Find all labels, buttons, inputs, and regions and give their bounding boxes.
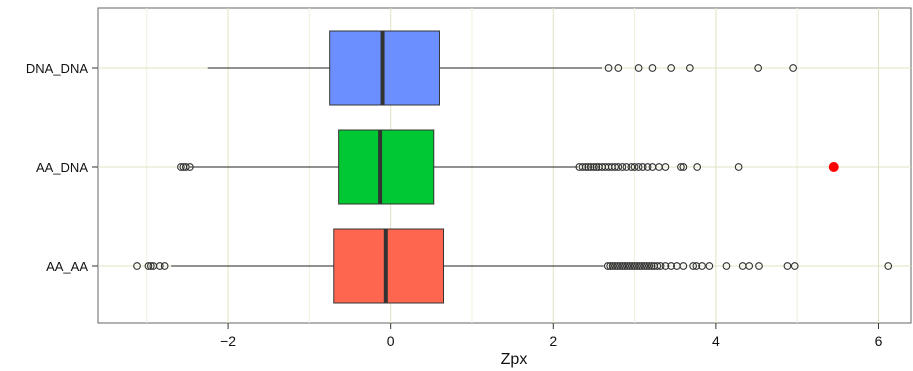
x-axis-title: Zpx: [501, 351, 528, 368]
interquartile-box: [339, 130, 434, 204]
x-tick-label: 6: [875, 333, 883, 349]
interquartile-box: [334, 229, 444, 303]
y-axis: DNA_DNA AA_DNA AA_AA: [26, 61, 98, 274]
category-label: AA_DNA: [36, 160, 88, 175]
highlight-point: [829, 162, 839, 172]
x-tick-label: 4: [712, 333, 720, 349]
category-label: AA_AA: [46, 259, 88, 274]
plot-panel: [98, 8, 911, 323]
x-tick-label: 2: [549, 333, 557, 349]
interquartile-box: [330, 31, 440, 105]
category-label: DNA_DNA: [26, 61, 88, 76]
x-axis: −2 0 2 4 6: [220, 323, 882, 349]
x-tick-label: −2: [220, 333, 236, 349]
x-tick-label: 0: [387, 333, 395, 349]
